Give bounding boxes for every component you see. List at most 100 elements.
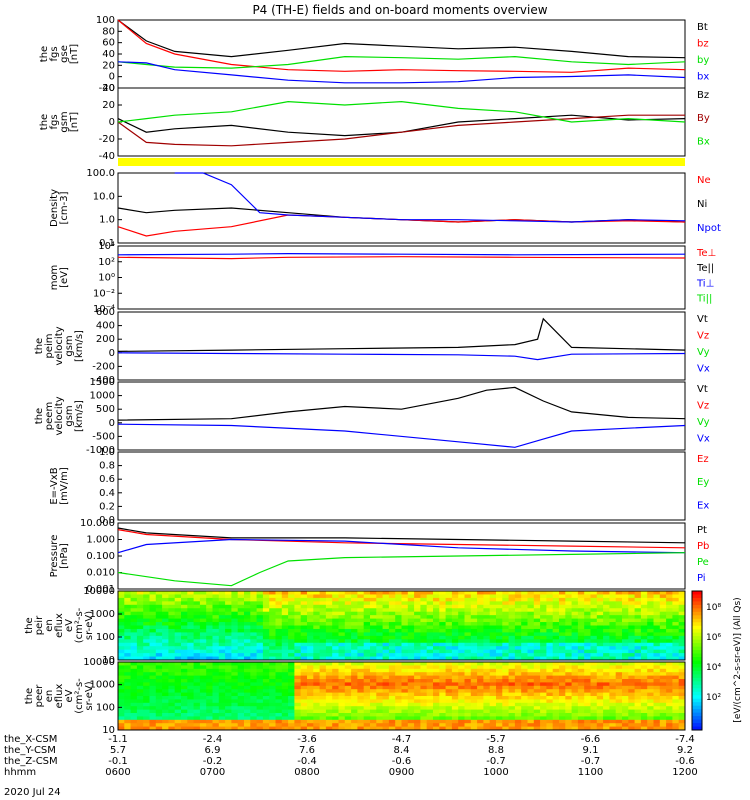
heatmap-cell [634, 662, 642, 666]
heatmap-cell [269, 726, 276, 731]
heatmap-cell [666, 716, 673, 721]
heatmap-cell [672, 628, 680, 633]
heatmap-cell [193, 646, 201, 651]
heatmap-cell [124, 689, 132, 694]
heatmap-cell [546, 689, 554, 694]
heatmap-cell [571, 709, 579, 714]
heatmap-cell [521, 625, 528, 630]
heatmap-cell [483, 723, 491, 728]
heatmap-cell [634, 625, 642, 630]
heatmap-cell [546, 665, 554, 670]
heatmap-cell [584, 675, 591, 680]
heatmap-cell [149, 608, 157, 613]
heatmap-cell [181, 713, 188, 717]
heatmap-cell [388, 653, 396, 658]
heatmap-cell [370, 601, 377, 606]
heatmap-cell [596, 628, 604, 633]
heatmap-cell [407, 649, 415, 654]
heatmap-cell [540, 597, 547, 602]
heatmap-cell [615, 635, 623, 640]
heatmap-cell [256, 604, 264, 609]
heatmap-cell [256, 591, 264, 595]
heatmap-cell [489, 709, 497, 714]
heatmap-cell [376, 618, 384, 623]
heatmap-cell [540, 646, 547, 651]
heatmap-cell [571, 653, 579, 658]
heatmap-cell [521, 706, 528, 711]
legend-entry: Bx [697, 136, 710, 147]
heatmap-cell [489, 696, 497, 700]
heatmap-cell [527, 706, 535, 711]
heatmap-cell [181, 675, 188, 680]
heatmap-cell [319, 622, 327, 626]
heatmap-cell [225, 639, 232, 644]
heatmap-cell [451, 713, 459, 717]
heatmap-cell [540, 656, 547, 661]
heatmap-cell [256, 622, 264, 626]
heatmap-cell [212, 713, 220, 717]
heatmap-cell [502, 689, 510, 694]
heatmap-cell [672, 611, 680, 616]
heatmap-cell [162, 642, 169, 647]
heatmap-cell [508, 622, 516, 626]
heatmap-cell [590, 723, 598, 728]
heatmap-cell [376, 604, 384, 609]
heatmap-cell [666, 632, 673, 637]
heatmap-cell [653, 594, 661, 599]
heatmap-cell [603, 679, 610, 683]
heatmap-cell [162, 632, 169, 637]
heatmap-cell [489, 713, 497, 717]
heatmap-cell [496, 699, 503, 704]
heatmap-cell [596, 656, 604, 661]
heatmap-cell [244, 622, 251, 626]
heatmap-cell [288, 696, 295, 700]
heatmap-cell [653, 656, 661, 661]
heatmap-cell [483, 679, 491, 683]
heatmap-cell [470, 594, 478, 599]
heatmap-cell [237, 639, 245, 644]
heatmap-cell [451, 716, 459, 721]
heatmap-cell [477, 699, 484, 704]
heatmap-cell [590, 646, 598, 651]
heatmap-cell [659, 672, 667, 677]
heatmap-cell [118, 653, 125, 658]
heatmap-cell [439, 685, 447, 690]
heatmap-cell [470, 615, 478, 620]
heatmap-cell [136, 635, 144, 640]
legend-entry: Vz [697, 401, 709, 412]
heatmap-cell [653, 702, 661, 707]
legend-entry: Ez [697, 454, 709, 465]
heatmap-cell [640, 649, 648, 654]
heatmap-cell [678, 601, 686, 606]
heatmap-cell [382, 679, 390, 683]
heatmap-cell [521, 685, 528, 690]
heatmap-cell [281, 649, 289, 654]
heatmap-cell [244, 696, 251, 700]
y-tick-label: 80 [102, 26, 115, 37]
heatmap-cell [319, 642, 327, 647]
heatmap-cell [244, 726, 251, 731]
heatmap-cell [596, 594, 604, 599]
heatmap-cell [269, 692, 276, 697]
heatmap-cell [634, 649, 642, 654]
heatmap-cell [174, 591, 182, 595]
heatmap-cell [559, 604, 566, 609]
heatmap-cell [206, 672, 213, 677]
heatmap-cell [206, 642, 213, 647]
heatmap-cell [477, 709, 484, 714]
heatmap-cell [552, 632, 560, 637]
heatmap-cell [622, 618, 629, 623]
heatmap-cell [433, 653, 440, 658]
heatmap-cell [168, 646, 176, 651]
heatmap-cell [666, 726, 673, 731]
heatmap-cell [218, 662, 226, 666]
heatmap-cell [212, 682, 220, 687]
heatmap-cell [508, 706, 516, 711]
heatmap-cell [363, 628, 371, 633]
heatmap-cell [143, 713, 150, 717]
heatmap-cell [514, 649, 522, 654]
heatmap-cell [256, 642, 264, 647]
heatmap-cell [376, 639, 384, 644]
heatmap-cell [596, 672, 604, 677]
heatmap-cell [445, 672, 453, 677]
